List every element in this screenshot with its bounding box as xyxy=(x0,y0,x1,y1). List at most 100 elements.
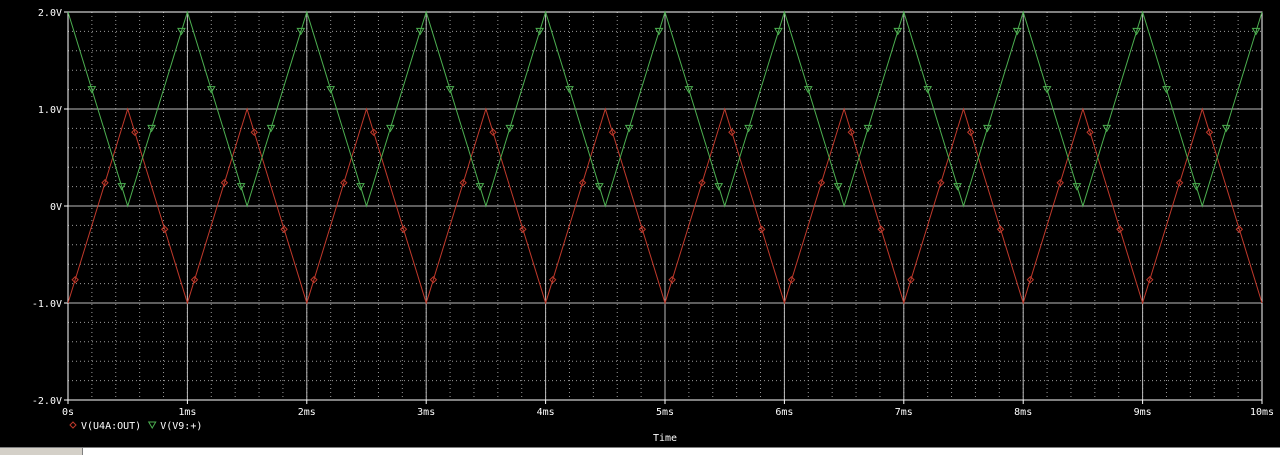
diamond-marker xyxy=(131,128,139,136)
diamond-marker xyxy=(250,128,258,136)
x-tick-label: 0s xyxy=(62,407,74,418)
triangle-marker xyxy=(445,86,455,94)
y-axis-ticks: 2.0V 1.0V 0V -1.0V -2.0V xyxy=(32,8,68,407)
diamond-marker xyxy=(996,225,1005,233)
legend[interactable]: V(U4A:OUT) V(V9:+) xyxy=(69,421,203,432)
triangle-marker xyxy=(803,86,813,94)
diamond-marker xyxy=(698,179,706,187)
diamond-marker xyxy=(638,225,647,233)
triangle-marker xyxy=(923,86,933,94)
diamond-marker xyxy=(1086,128,1094,136)
diamond-marker xyxy=(399,225,408,233)
diamond-marker xyxy=(220,179,229,187)
series-line xyxy=(67,10,1263,208)
diamond-marker xyxy=(668,276,676,284)
triangle-marker xyxy=(863,124,873,133)
diamond-marker xyxy=(310,276,318,284)
triangle-marker xyxy=(1012,27,1022,36)
diamond-marker xyxy=(280,225,288,233)
triangle-marker xyxy=(356,183,365,191)
diamond-marker xyxy=(549,276,557,284)
legend-label: V(U4A:OUT) xyxy=(81,421,141,432)
triangle-marker xyxy=(296,27,306,36)
diamond-marker xyxy=(937,179,945,187)
diamond-marker xyxy=(877,225,885,233)
triangle-marker xyxy=(236,183,246,191)
diamond-marker xyxy=(429,276,438,284)
diamond-marker xyxy=(1026,276,1035,284)
triangle-marker xyxy=(1102,124,1112,133)
diamond-marker xyxy=(578,179,587,187)
triangle-marker xyxy=(1221,124,1231,133)
status-pane xyxy=(82,448,1280,455)
status-bar xyxy=(0,447,1280,455)
diamond-marker xyxy=(1235,225,1244,233)
x-tick-label: 6ms xyxy=(775,407,793,418)
triangle-marker xyxy=(714,183,724,191)
diamond-marker xyxy=(1056,179,1064,187)
triangle-marker xyxy=(774,27,783,36)
triangle-marker xyxy=(953,183,962,191)
triangle-marker xyxy=(206,86,216,94)
triangle-marker xyxy=(594,183,604,191)
diamond-marker xyxy=(1116,225,1124,233)
diamond-marker xyxy=(489,128,497,136)
triangle-marker xyxy=(744,124,753,133)
x-tick-label: 1ms xyxy=(178,407,196,418)
legend-item[interactable]: V(V9:+) xyxy=(147,421,203,432)
triangle-marker xyxy=(386,124,395,133)
y-tick-label: -2.0V xyxy=(32,396,62,407)
x-tick-label: 8ms xyxy=(1014,407,1032,418)
diamond-marker xyxy=(966,128,975,136)
triangle-marker xyxy=(565,86,574,94)
triangle-marker xyxy=(147,421,157,429)
trace-v-u4a-out xyxy=(67,107,1263,305)
diamond-marker xyxy=(369,128,378,136)
diamond-marker xyxy=(161,225,169,233)
x-tick-label: 7ms xyxy=(895,407,913,418)
diamond-marker xyxy=(519,225,527,233)
diamond-marker xyxy=(1175,179,1184,187)
series-line xyxy=(67,107,1263,305)
triangle-marker xyxy=(1191,183,1201,191)
diamond-marker xyxy=(101,179,109,187)
x-axis-ticks: 0s 1ms 2ms 3ms 4ms 5ms 6ms 7ms 8ms 9ms 10ms xyxy=(62,400,1274,418)
diamond-marker xyxy=(69,421,77,429)
diamond-marker xyxy=(340,179,348,187)
x-tick-label: 3ms xyxy=(417,407,435,418)
triangle-marker xyxy=(266,124,276,133)
triangle-marker xyxy=(833,183,843,191)
legend-label: V(V9:+) xyxy=(160,421,202,432)
triangle-marker xyxy=(535,27,545,36)
y-tick-label: 2.0V xyxy=(38,8,62,19)
triangle-marker xyxy=(147,124,156,133)
diamond-marker xyxy=(787,276,796,284)
diamond-marker xyxy=(459,179,467,187)
major-grid xyxy=(68,12,1262,400)
diamond-marker xyxy=(1205,128,1214,136)
legend-item[interactable]: V(U4A:OUT) xyxy=(69,421,141,432)
x-tick-label: 5ms xyxy=(656,407,674,418)
trace-v-v9-plus xyxy=(67,10,1263,208)
diamond-marker xyxy=(907,276,915,284)
triangle-marker xyxy=(87,86,97,94)
y-tick-label: 1.0V xyxy=(38,105,62,116)
triangle-marker xyxy=(624,124,634,133)
diamond-marker xyxy=(847,128,855,136)
diamond-marker xyxy=(71,276,79,284)
triangle-marker xyxy=(1042,86,1052,94)
triangle-marker xyxy=(893,27,903,36)
triangle-marker xyxy=(326,86,336,94)
x-tick-label: 4ms xyxy=(537,407,555,418)
triangle-marker xyxy=(1132,27,1142,36)
diamond-marker xyxy=(728,128,736,136)
triangle-marker xyxy=(415,27,425,36)
diamond-marker xyxy=(758,225,766,233)
triangle-marker xyxy=(1072,183,1082,191)
x-axis-label: Time xyxy=(653,433,677,444)
triangle-marker xyxy=(983,124,992,133)
triangle-marker xyxy=(177,27,186,36)
y-tick-label: -1.0V xyxy=(32,299,62,310)
